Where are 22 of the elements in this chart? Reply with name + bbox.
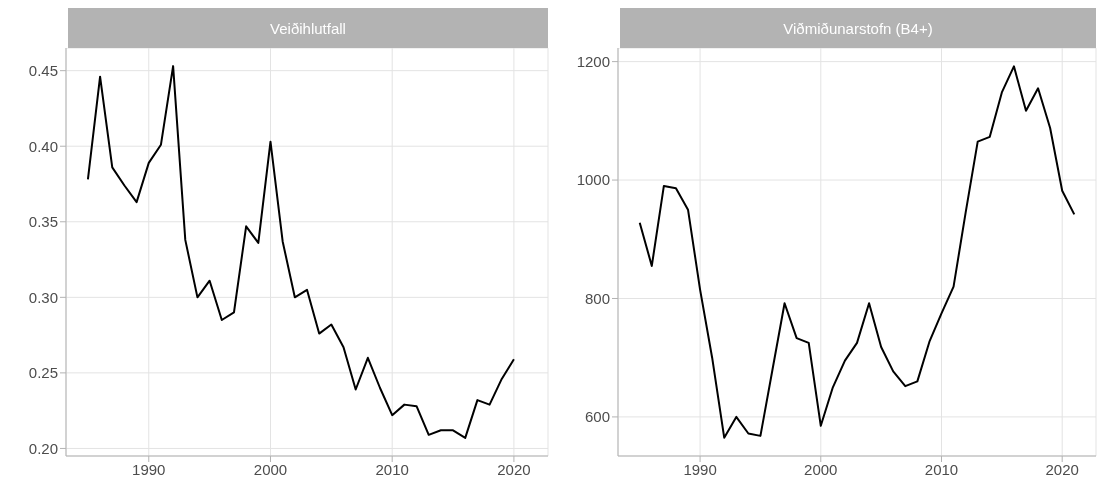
x-tick-label: 2000	[804, 460, 838, 478]
x-tick-label: 1990	[132, 460, 166, 478]
x-tick-label: 2010	[924, 460, 959, 478]
x-tick-label: 2020	[497, 460, 531, 478]
y-tick-label: 0.35	[28, 213, 58, 231]
y-tick-label: 1200	[576, 52, 610, 70]
x-tick-label: 1990	[683, 460, 717, 478]
y-tick-label: 800	[584, 289, 610, 307]
x-tick-label: 2000	[253, 460, 288, 478]
chart-title: Viðmiðunarstofn (B4+)	[620, 8, 1096, 48]
y-tick-label: 600	[584, 408, 610, 426]
x-tick-label: 2010	[375, 460, 409, 478]
y-tick-label: 0.20	[28, 439, 58, 457]
x-tick-label: 2020	[1045, 460, 1079, 478]
y-tick-label: 0.40	[28, 137, 58, 155]
line-series	[86, 65, 515, 439]
chart-title: Veiðihlutfall	[68, 8, 548, 48]
y-tick-label: 0.25	[28, 364, 58, 382]
y-tick-label: 0.45	[28, 61, 58, 79]
line-series	[638, 65, 1076, 439]
y-tick-label: 0.30	[28, 288, 58, 306]
y-tick-label: 1000	[576, 171, 610, 189]
